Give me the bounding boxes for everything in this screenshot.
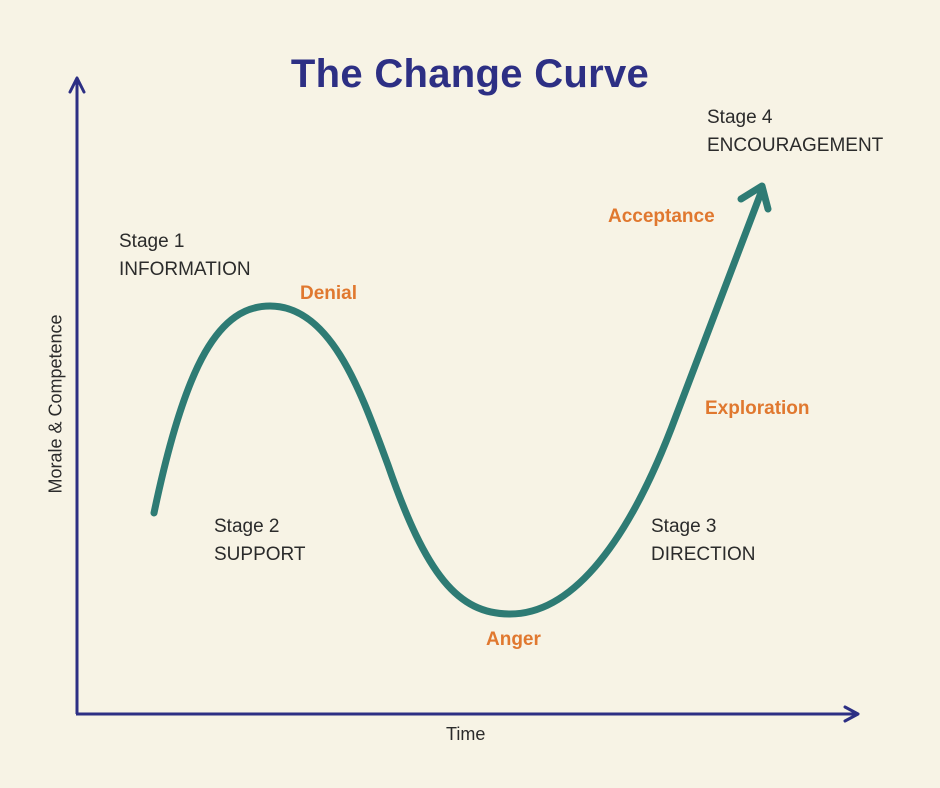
y-axis-label: Morale & Competence	[45, 314, 66, 494]
stage-2-number: Stage 2	[214, 516, 280, 537]
emotion-acceptance: Acceptance	[608, 206, 715, 227]
stage-1-name: INFORMATION	[119, 259, 251, 280]
stage-4-number: Stage 4	[707, 107, 773, 128]
stage-4-name: ENCOURAGEMENT	[707, 135, 884, 156]
x-axis-arrowhead	[843, 705, 860, 723]
stage-1-number: Stage 1	[119, 231, 185, 252]
stage-2-name: SUPPORT	[214, 544, 306, 565]
stage-1-label: Stage 1 INFORMATION	[119, 228, 251, 284]
stage-2-label: Stage 2 SUPPORT	[214, 513, 306, 569]
emotion-exploration: Exploration	[705, 398, 810, 419]
stage-4-label: Stage 4 ENCOURAGEMENT	[707, 104, 883, 160]
x-axis-label: Time	[446, 724, 486, 744]
change-curve-arrowhead	[737, 182, 772, 213]
stage-3-name: DIRECTION	[651, 544, 756, 565]
change-curve-line	[150, 186, 766, 618]
stage-3-label: Stage 3 DIRECTION	[651, 513, 756, 569]
emotion-anger: Anger	[486, 629, 541, 650]
stage-3-number: Stage 3	[651, 516, 717, 537]
diagram-title: The Change Curve	[290, 52, 650, 96]
y-axis-arrowhead	[68, 76, 86, 94]
emotion-denial: Denial	[300, 283, 358, 304]
